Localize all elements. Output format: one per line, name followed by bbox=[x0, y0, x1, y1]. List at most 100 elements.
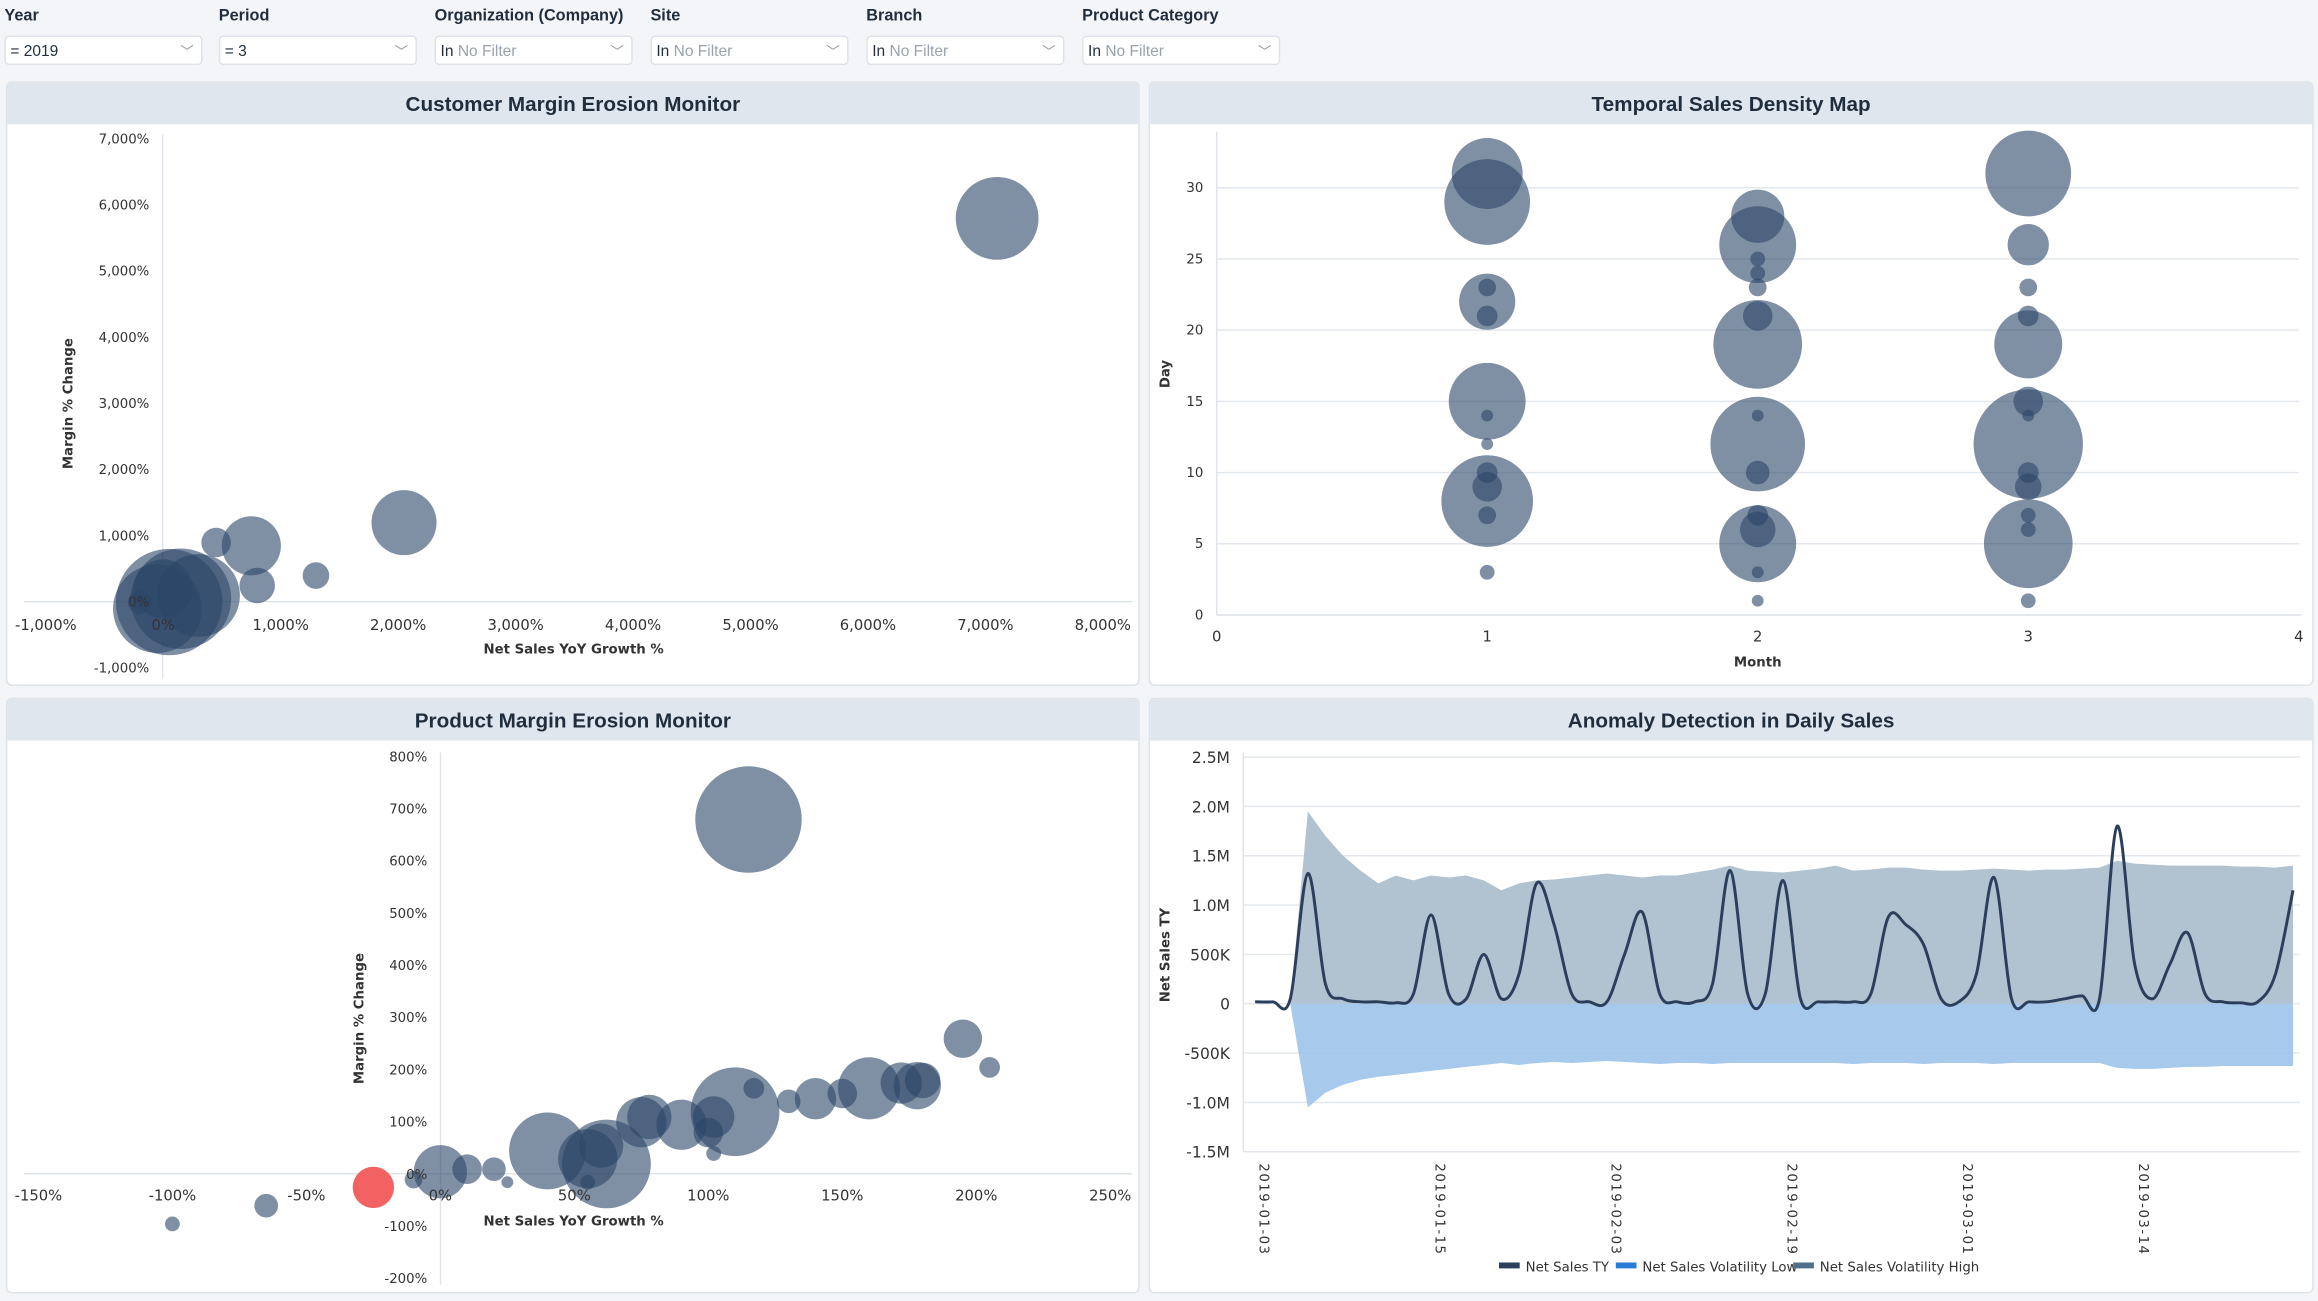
bubble[interactable] bbox=[127, 590, 152, 614]
y-tick-label: 800% bbox=[389, 750, 427, 765]
y-tick-label: 0 bbox=[1195, 608, 1203, 623]
bubble[interactable] bbox=[482, 1157, 506, 1181]
bubble[interactable] bbox=[1973, 389, 2083, 499]
bubble[interactable] bbox=[1750, 251, 1766, 267]
bubble[interactable] bbox=[1481, 438, 1494, 451]
legend-swatch bbox=[1499, 1262, 1520, 1269]
bubble[interactable] bbox=[904, 1062, 941, 1099]
y-tick-label: 4,000% bbox=[99, 331, 150, 346]
bubble[interactable] bbox=[413, 1145, 467, 1199]
chevron-down-icon: ﹀ bbox=[180, 44, 194, 60]
bubble-highlight[interactable] bbox=[352, 1166, 395, 1209]
bubble[interactable] bbox=[201, 527, 231, 558]
bubble[interactable] bbox=[2019, 278, 2038, 297]
bubble[interactable] bbox=[1985, 130, 2072, 217]
temporal-bubble-chart: 0 1 2 3 4 0 5 10 15 20 25 30 Month Day bbox=[1158, 130, 2303, 671]
bubble[interactable] bbox=[695, 766, 802, 873]
product-margin-panel: Product Margin Erosion Monitor -150% -100… bbox=[5, 697, 1140, 1294]
filter-dropdown-year[interactable]: = 2019 ﹀ bbox=[4, 35, 203, 66]
y-tick-label: 600% bbox=[389, 855, 427, 870]
y-tick-label: 500K bbox=[1190, 946, 1231, 964]
x-axis-title: Month bbox=[1734, 656, 1782, 671]
y-axis-title: Net Sales TY bbox=[1158, 907, 1173, 1002]
x-tick-label: 200% bbox=[955, 1187, 997, 1204]
legend-swatch bbox=[1615, 1262, 1637, 1269]
bubble[interactable] bbox=[239, 567, 275, 604]
bubble[interactable] bbox=[452, 1154, 482, 1184]
y-tick-label: 0% bbox=[406, 1168, 427, 1183]
bubble[interactable] bbox=[1983, 499, 2073, 589]
bubble[interactable] bbox=[1713, 300, 1803, 389]
anomaly-detection-panel: Anomaly Detection in Daily Sales -1.5M -1… bbox=[1148, 697, 2314, 1294]
x-tick-label: 2019-02-19 bbox=[1783, 1163, 1798, 1255]
legend-item: Net Sales TY bbox=[1526, 1260, 1610, 1275]
bubble[interactable] bbox=[2020, 593, 2036, 609]
filter-dropdown-organization-company[interactable]: In No Filter ﹀ bbox=[434, 35, 633, 66]
bubble[interactable] bbox=[1719, 505, 1797, 583]
bubble[interactable] bbox=[1745, 460, 1770, 485]
bubble[interactable] bbox=[1459, 273, 1516, 330]
bubble[interactable] bbox=[1750, 265, 1766, 281]
bubble[interactable] bbox=[371, 490, 437, 556]
y-tick-label: 700% bbox=[389, 803, 427, 818]
bubble[interactable] bbox=[1748, 278, 1767, 297]
filter-dropdown-site[interactable]: In No Filter ﹀ bbox=[650, 35, 849, 66]
panel-title: Temporal Sales Density Map bbox=[1150, 82, 2313, 125]
bubble[interactable] bbox=[690, 1067, 780, 1157]
filter-value: = 3 bbox=[224, 42, 247, 61]
bubble[interactable] bbox=[302, 562, 330, 589]
bubble[interactable] bbox=[1478, 506, 1497, 525]
bubble[interactable] bbox=[1481, 409, 1494, 422]
bubble[interactable] bbox=[2014, 473, 2042, 501]
bubble[interactable] bbox=[1994, 310, 2063, 379]
panel-title: Customer Margin Erosion Monitor bbox=[7, 82, 1139, 125]
legend-item: Net Sales Volatility High bbox=[1820, 1260, 1979, 1275]
y-tick-label: 2.0M bbox=[1192, 798, 1230, 816]
bubble[interactable] bbox=[776, 1089, 801, 1114]
bubble[interactable] bbox=[1751, 566, 1764, 579]
bubble[interactable] bbox=[955, 176, 1039, 260]
y-tick-label: 1.0M bbox=[1192, 897, 1230, 915]
bubble[interactable] bbox=[794, 1078, 837, 1120]
filter-operator: In bbox=[656, 42, 670, 61]
bubble[interactable] bbox=[1479, 564, 1495, 580]
y-tick-label: 7,000% bbox=[99, 132, 150, 147]
y-tick-label: 3,000% bbox=[99, 397, 150, 412]
panel-title: Anomaly Detection in Daily Sales bbox=[1150, 699, 2313, 741]
filter-dropdown-branch[interactable]: In No Filter ﹀ bbox=[866, 35, 1065, 66]
bubble[interactable] bbox=[221, 516, 281, 576]
bubble[interactable] bbox=[706, 1146, 722, 1161]
filter-dropdown-period[interactable]: = 3 ﹀ bbox=[218, 35, 417, 66]
bubble[interactable] bbox=[501, 1176, 514, 1189]
bubble[interactable] bbox=[1444, 159, 1531, 245]
y-tick-label: 1,000% bbox=[99, 529, 150, 544]
bubble[interactable] bbox=[1751, 594, 1764, 607]
chevron-down-icon: ﹀ bbox=[394, 44, 409, 60]
x-tick-label: 0% bbox=[429, 1187, 452, 1204]
bubble[interactable] bbox=[943, 1019, 983, 1058]
bubble[interactable] bbox=[165, 1216, 180, 1232]
x-tick-label: -50% bbox=[287, 1187, 325, 1204]
bubble[interactable] bbox=[1719, 206, 1797, 284]
y-axis-title: Margin % Change bbox=[353, 953, 368, 1084]
chevron-down-icon: ﹀ bbox=[826, 44, 840, 60]
bubble[interactable] bbox=[2007, 224, 2049, 266]
bubble[interactable] bbox=[1441, 455, 1534, 547]
x-tick-label: 1 bbox=[1482, 629, 1491, 646]
x-tick-label: 100% bbox=[687, 1187, 729, 1204]
bubble[interactable] bbox=[1710, 396, 1806, 492]
y-tick-label: 200% bbox=[389, 1063, 427, 1078]
bubble[interactable] bbox=[743, 1077, 765, 1099]
anomaly-line-chart: -1.5M -1.0M -500K 0 500K 1.0M 1.5M 2.0M 2.5M 2019… bbox=[1158, 749, 2301, 1275]
bubble[interactable] bbox=[254, 1193, 279, 1218]
x-tick-label: 0 bbox=[1212, 629, 1221, 646]
bubble[interactable] bbox=[1448, 362, 1526, 440]
legend-item: Net Sales Volatility Low bbox=[1642, 1260, 1797, 1275]
filter-value: No Filter bbox=[1105, 42, 1164, 61]
bubble[interactable] bbox=[1476, 305, 1498, 327]
y-tick-label: 25 bbox=[1186, 252, 1203, 267]
y-tick-label: -1.5M bbox=[1186, 1144, 1230, 1162]
filter-dropdown-product-category[interactable]: In No Filter ﹀ bbox=[1082, 35, 1281, 66]
filter-value: = 2019 bbox=[10, 42, 59, 61]
bubble[interactable] bbox=[979, 1057, 1000, 1078]
